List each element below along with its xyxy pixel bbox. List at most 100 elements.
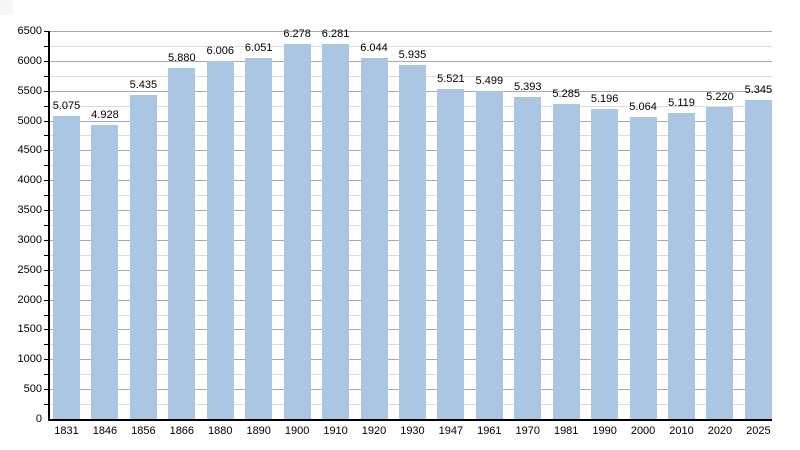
bar	[360, 58, 388, 419]
y-tick-label: 1000	[17, 353, 42, 366]
bar-group-1930: 5.935 1930	[398, 31, 427, 437]
y-axis-tick	[44, 31, 49, 32]
bar-group-2010: 5.119 2010	[668, 31, 695, 437]
x-tick-label: 1846	[92, 425, 118, 437]
bar-group-1900: 6.278 1900	[283, 28, 311, 437]
bar-value-label: 5.196	[590, 92, 619, 105]
y-axis-tick	[44, 150, 49, 152]
bar-group-1947: 5.521 1947	[437, 31, 465, 437]
bar	[514, 97, 542, 419]
x-tick-label: 1961	[477, 425, 502, 437]
x-tick-label: 1856	[131, 425, 156, 437]
bar-value-label: 6.281	[321, 28, 350, 41]
y-tick-label: 4000	[17, 174, 42, 187]
x-tick-label: 1880	[208, 425, 233, 437]
bar-value-label: 6.006	[206, 44, 235, 57]
y-axis-tick	[44, 389, 49, 391]
bar-value-label: 5.499	[475, 74, 504, 87]
y-tick-label: 3000	[17, 233, 42, 246]
y-tick-label: 2500	[17, 263, 42, 276]
y-tick-label: 5500	[17, 84, 42, 97]
bar-group-1981: 5.285 1981	[552, 31, 580, 437]
y-axis-tick	[44, 299, 49, 301]
gridline-major	[50, 31, 772, 32]
bar-value-label: 5.075	[52, 100, 81, 113]
bar	[398, 64, 426, 419]
y-axis-tick	[44, 165, 49, 167]
bar-group-1970: 5.393 1970	[513, 31, 542, 437]
y-axis-tick	[44, 329, 49, 331]
y-axis-tick	[44, 105, 49, 107]
x-tick-label: 1866	[169, 425, 195, 437]
y-axis-tick	[44, 344, 49, 346]
bar	[245, 57, 273, 419]
bar	[668, 113, 695, 419]
bar	[283, 44, 311, 419]
y-axis-tick	[44, 374, 49, 376]
bar	[168, 68, 196, 419]
y-tick-label: 6500	[17, 25, 42, 37]
y-axis-tick	[44, 210, 49, 212]
y-tick-label: 5000	[17, 114, 42, 127]
bar	[206, 60, 234, 419]
y-tick-label: 1500	[17, 323, 42, 336]
x-tick-label: 1831	[54, 425, 79, 437]
bar-value-label: 5.064	[629, 100, 657, 113]
y-tick-label: 6000	[17, 54, 42, 67]
bar-value-label: 5.345	[744, 83, 773, 96]
bar-value-label: 5.220	[706, 91, 734, 104]
bar-value-label: 5.285	[552, 87, 580, 100]
bar-value-label: 6.051	[244, 41, 273, 54]
y-axis-tick	[44, 225, 49, 226]
y-axis-tick	[44, 120, 49, 122]
bar	[129, 94, 157, 419]
y-axis-tick	[44, 284, 49, 286]
y-axis-tick	[44, 269, 49, 271]
bar-value-label: 4.928	[91, 108, 119, 121]
bar-value-label: 5.119	[668, 97, 695, 110]
y-axis-tick	[44, 75, 49, 77]
y-axis-tick	[44, 135, 49, 137]
x-tick-label: 1990	[592, 425, 617, 437]
y-tick-label: 2000	[17, 293, 42, 306]
y-axis-tick	[44, 60, 49, 62]
x-tick-label: 1910	[323, 425, 348, 437]
bar-group-2020: 5.220 2020	[706, 31, 734, 437]
gridline-major	[50, 60, 772, 62]
y-axis-tick	[44, 239, 49, 241]
bar-value-label: 5.521	[437, 73, 465, 86]
y-axis-tick	[44, 314, 49, 316]
bar	[91, 124, 119, 419]
bar	[322, 44, 350, 419]
bar-group-1831: 5.075 1831	[52, 31, 81, 437]
bar-group-1866: 5.880 1866	[168, 31, 196, 437]
y-axis-tick	[44, 90, 49, 92]
bar	[744, 99, 772, 419]
x-tick-label: 1930	[400, 425, 425, 437]
bar	[706, 107, 734, 419]
x-tick-label: 1900	[284, 425, 310, 437]
x-tick-label: 1970	[515, 425, 540, 437]
bar	[591, 108, 619, 419]
corner-artifact	[0, 0, 13, 15]
y-axis-tick	[44, 404, 49, 406]
bar-value-label: 5.435	[129, 78, 158, 91]
bar-group-2025: 5.345 2025	[744, 31, 773, 437]
plot-area: 5.075 1831 4.928 1846 5.435 1856 5.880 1866 6.00…	[44, 28, 773, 438]
bar	[53, 116, 80, 419]
bar	[437, 89, 465, 419]
bar-value-label: 5.393	[513, 81, 542, 94]
bar-group-2000: 5.064 2000	[629, 31, 657, 437]
y-axis-tick	[44, 359, 49, 361]
bar	[629, 116, 657, 419]
bar-value-label: 5.935	[398, 48, 427, 61]
gridline-minor	[50, 45, 772, 47]
bar	[552, 103, 580, 419]
x-tick-label: 2025	[746, 425, 771, 437]
bars-layer: 5.075 1831 4.928 1846 5.435 1856 5.880 1866 6.00…	[52, 28, 773, 438]
bar-group-1880: 6.006 1880	[206, 31, 235, 438]
x-tick-label: 1920	[361, 425, 387, 437]
bar-group-1910: 6.281 1910	[321, 28, 350, 437]
bar-value-label: 6.044	[360, 42, 388, 55]
